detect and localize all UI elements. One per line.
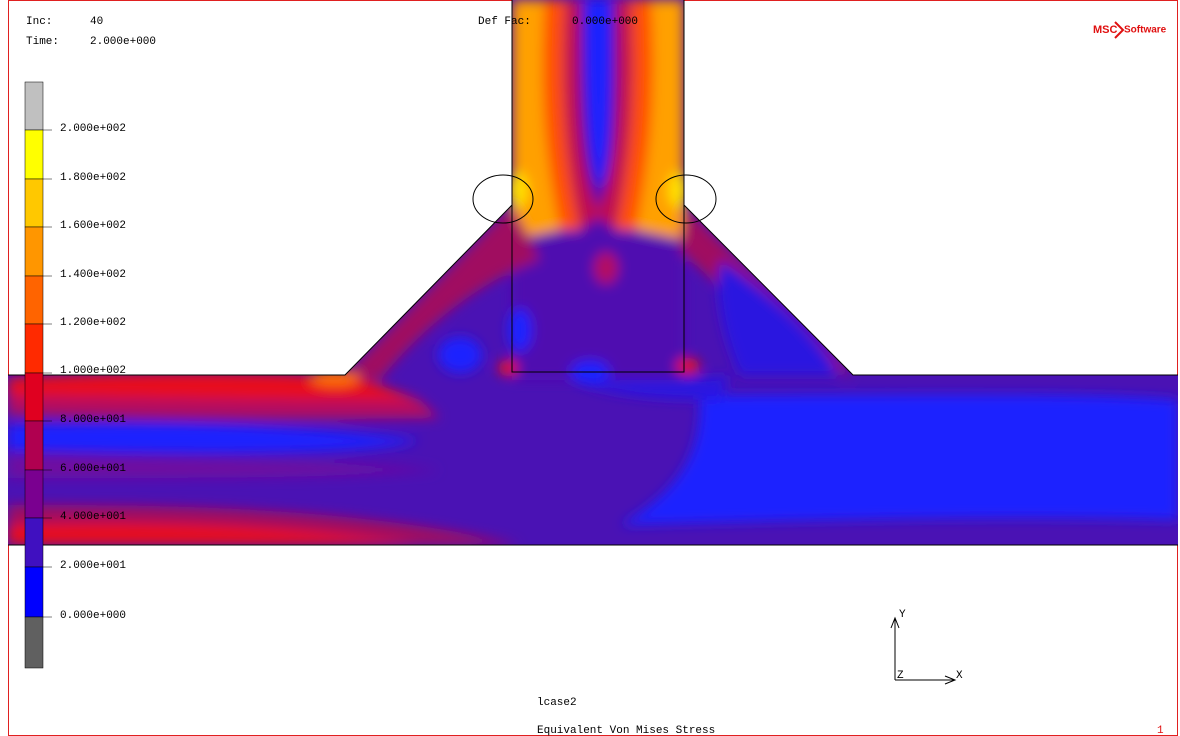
axis-z-label: Z — [897, 670, 904, 682]
legend-label: 1.600e+002 — [60, 220, 126, 232]
contour-plot — [0, 0, 1180, 736]
logo-msc: MSC — [1093, 24, 1118, 36]
legend-label: 1.200e+002 — [60, 317, 126, 329]
viewport: 2.000e+002 1.800e+002 1.600e+002 1.400e+… — [0, 0, 1180, 736]
def-fac-label: Def Fac: — [478, 16, 531, 28]
legend-label: 0.000e+000 — [60, 610, 126, 622]
legend-label: 6.000e+001 — [60, 463, 126, 475]
axis-x-label: X — [956, 670, 963, 682]
inc-label: Inc: — [26, 16, 52, 28]
legend-label: 4.000e+001 — [60, 511, 126, 523]
legend-label: 8.000e+001 — [60, 414, 126, 426]
time-value: 2.000e+000 — [90, 36, 156, 48]
legend-label: 1.400e+002 — [60, 269, 126, 281]
result-name: Equivalent Von Mises Stress — [537, 725, 715, 736]
inc-value: 40 — [90, 16, 103, 28]
axis-y-label: Y — [899, 609, 906, 621]
legend-label: 2.000e+002 — [60, 123, 126, 135]
page-number: 1 — [1157, 725, 1164, 736]
legend-label: 2.000e+001 — [60, 560, 126, 572]
legend-label: 1.800e+002 — [60, 172, 126, 184]
logo: MSC Software — [1093, 22, 1167, 38]
logo-software: Software — [1124, 25, 1167, 36]
time-label: Time: — [26, 36, 59, 48]
legend-labels: 2.000e+002 1.800e+002 1.600e+002 1.400e+… — [60, 123, 126, 622]
legend-label: 1.000e+002 — [60, 365, 126, 377]
def-fac-value: 0.000e+000 — [572, 16, 638, 28]
load-case: lcase2 — [537, 697, 577, 709]
